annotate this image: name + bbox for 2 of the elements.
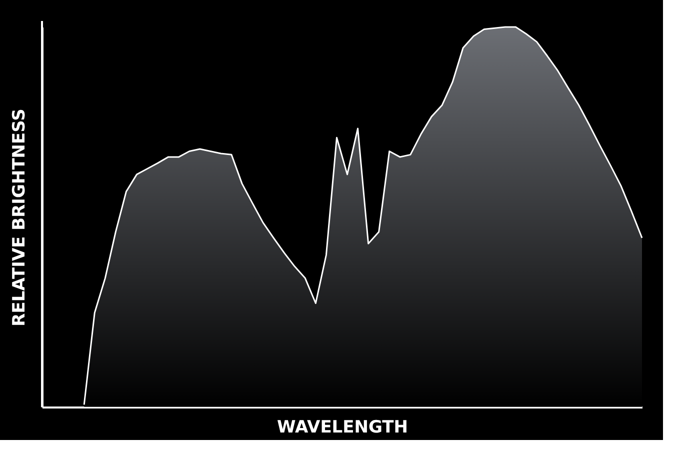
y-axis-title: RELATIVE BRIGHTNESS [10, 108, 30, 326]
x-axis-title: WAVELENGTH [277, 418, 408, 438]
